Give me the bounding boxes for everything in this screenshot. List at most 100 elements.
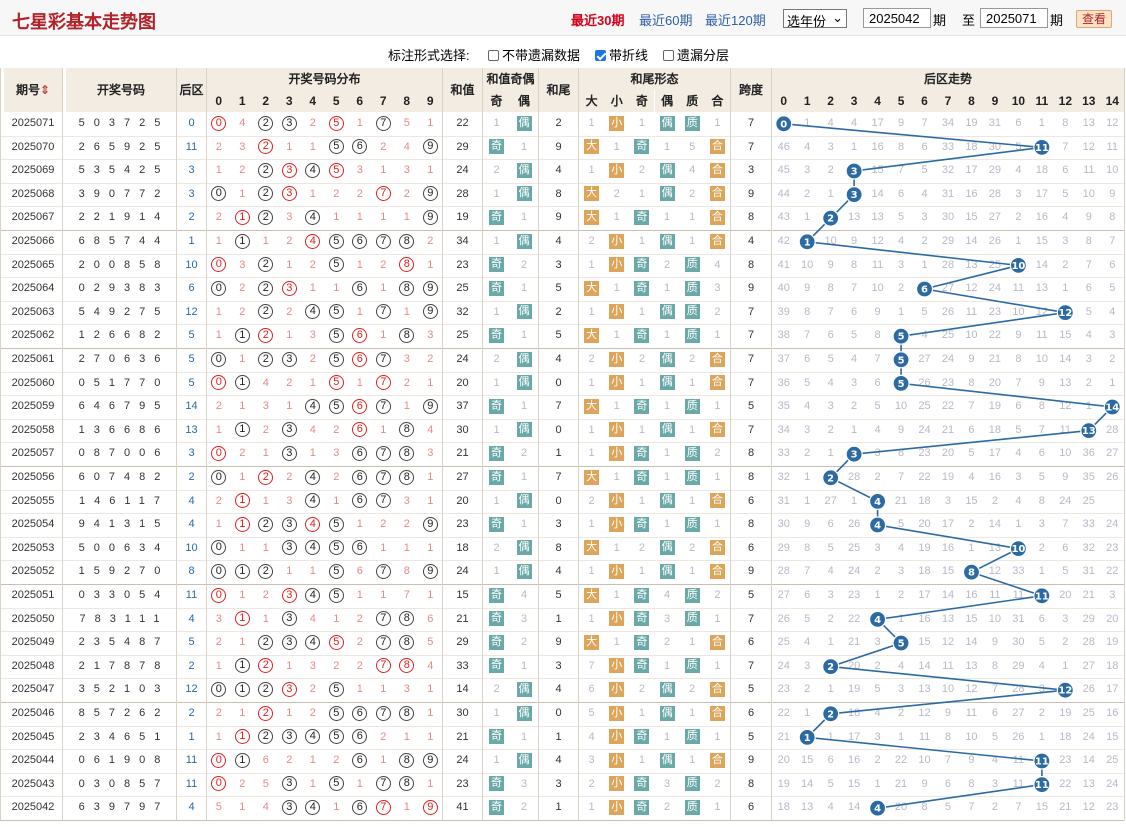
bt-miss-8: 10	[965, 730, 978, 743]
miss-count: 1	[689, 754, 696, 767]
header-bt-7: 7	[936, 90, 960, 112]
trend-point-label: 10	[1011, 544, 1025, 555]
dist-cell-9: 6	[419, 608, 443, 632]
back-number: 2	[188, 211, 195, 224]
miss-count: 1	[714, 801, 721, 814]
year-select[interactable]: 选年份 ⌄	[783, 9, 847, 29]
column-divider	[578, 68, 579, 820]
query-button[interactable]: 查看	[1076, 10, 1112, 28]
tail-cell: 0	[555, 423, 562, 436]
option-label: 标注形式选择:	[388, 48, 470, 63]
soe-odd: 奇	[483, 324, 510, 348]
range-60-link[interactable]: 最近60期	[639, 13, 693, 28]
range-120-link[interactable]: 最近120期	[705, 13, 766, 28]
tag-amber: 合	[709, 634, 725, 650]
bt-miss-8: 11	[965, 305, 978, 318]
miss-count: 2	[215, 707, 222, 719]
checkbox-icon[interactable]	[488, 50, 499, 61]
bt-miss-7: 6	[944, 777, 952, 790]
hit-ball: 7	[375, 445, 391, 461]
miss-count: 2	[520, 258, 528, 271]
miss-count: 4	[403, 140, 410, 153]
bt-miss-14: 1	[1109, 376, 1116, 389]
dist-cell-8: 5	[395, 112, 419, 136]
dist-cell-3: 3	[278, 796, 302, 820]
miss-count: 3	[239, 258, 246, 271]
dist-cell-8: 8	[395, 655, 419, 679]
tf-cell-4: 质	[680, 112, 705, 136]
bt-miss-2: 4	[827, 117, 834, 129]
range-30-link[interactable]: 最近30期	[571, 13, 625, 28]
sum-cell: 28	[456, 187, 469, 200]
miss-count: 2	[588, 777, 595, 790]
miss-count: 1	[309, 376, 316, 389]
dist-cell-9: 1	[419, 773, 443, 797]
miss-count: 1	[664, 140, 671, 153]
tf-cell-2: 奇	[629, 584, 654, 608]
miss-count: 7	[588, 659, 595, 672]
bt-miss-12: 3	[1062, 235, 1069, 247]
line-option[interactable]: 带折线	[595, 45, 648, 64]
bt-miss-12: 11	[1059, 423, 1072, 436]
bt-miss-1: 15	[801, 754, 814, 767]
bt-miss-2: 3	[827, 140, 834, 153]
tag-teal: 奇	[634, 469, 650, 485]
tag-teal: 偶	[516, 493, 532, 509]
span-cell: 3	[747, 164, 755, 177]
dist-cell-9: 4	[419, 419, 443, 443]
soe-odd: 2	[483, 537, 510, 561]
soe-odd: 奇	[483, 796, 510, 820]
tag-teal: 奇	[634, 634, 650, 650]
dist-cell-1: 1	[231, 726, 255, 750]
dist-cell-6: 1	[348, 584, 372, 608]
soe-odd: 1	[483, 183, 510, 207]
soe-even: 偶	[510, 678, 538, 702]
dist-cell-0: 1	[207, 324, 231, 348]
hit-ball-red: 2	[258, 469, 274, 485]
dist-cell-4: 4	[301, 301, 325, 325]
miss-count: 1	[215, 730, 222, 743]
tail-cell: 3	[555, 777, 562, 790]
from-period-input[interactable]: 2025042	[863, 8, 931, 28]
period-cell: 2025050	[11, 612, 55, 625]
dist-cell-8: 8	[395, 773, 419, 797]
draw-numbers: 136686	[78, 423, 170, 436]
bt-miss-6: 1	[921, 258, 928, 271]
bt-miss-5: 3	[897, 683, 905, 696]
tf-cell-5: 合	[705, 702, 730, 726]
no-miss-option[interactable]: 不带遗漏数据	[488, 45, 580, 64]
layer-option[interactable]: 遗漏分层	[663, 45, 729, 64]
tag-amber: 合	[709, 351, 725, 367]
miss-count: 1	[286, 140, 293, 153]
bt-miss-12: 2	[1062, 636, 1069, 649]
bt-miss-0: 21	[777, 730, 790, 743]
period-cell: 2025070	[11, 140, 55, 153]
bt-miss-12: 7	[1062, 140, 1069, 153]
tag-teal: 奇	[634, 611, 650, 627]
tag-amber: 合	[709, 233, 725, 249]
bt-miss-11: 5	[1038, 471, 1045, 483]
dist-cell-2: 2	[254, 277, 278, 301]
bt-miss-1: 14	[801, 777, 814, 790]
checkbox-checked-icon[interactable]	[595, 50, 606, 61]
tf-cell-2: 奇	[629, 324, 654, 348]
tag-teal: 奇	[634, 209, 650, 225]
back-number: 10	[185, 258, 198, 271]
checkbox-icon[interactable]	[663, 50, 674, 61]
bt-miss-8: 8	[968, 777, 975, 790]
to-period-input[interactable]: 2025071	[980, 8, 1048, 28]
dist-cell-3: 3	[278, 277, 302, 301]
tag-amber: 合	[709, 681, 725, 697]
miss-count: 1	[239, 801, 246, 814]
trend-point	[1009, 256, 1028, 274]
trend-point-label: 10	[1011, 261, 1025, 272]
bt-miss-0: 31	[777, 494, 790, 507]
bt-miss-0: 33	[777, 447, 790, 460]
tf-cell-3: 2	[655, 796, 680, 820]
miss-count: 1	[588, 376, 595, 389]
tf-cell-5: 合	[705, 348, 730, 372]
miss-count: 3	[286, 494, 293, 507]
dist-cell-7: 1	[372, 419, 396, 443]
tf-cell-0: 大	[579, 395, 604, 419]
sort-icon[interactable]: ⇕	[39, 83, 51, 97]
